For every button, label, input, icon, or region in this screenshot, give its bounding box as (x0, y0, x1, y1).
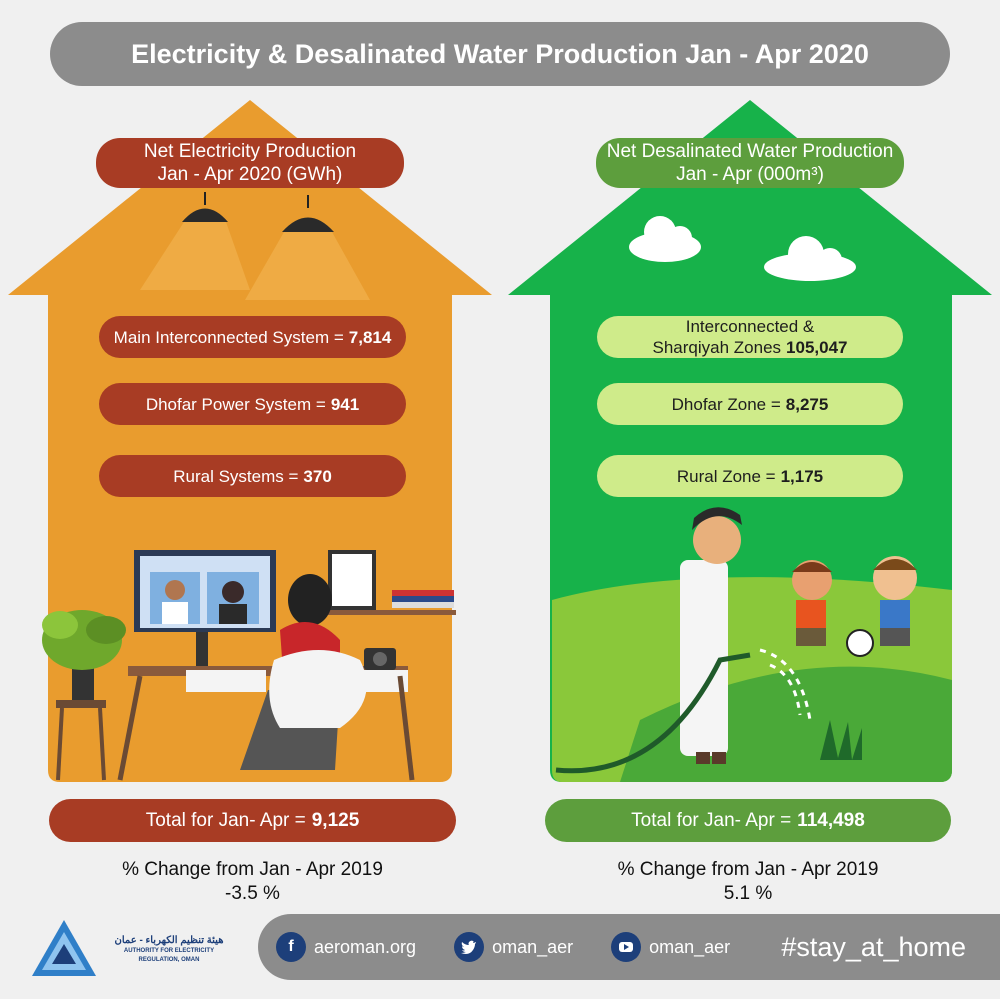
org-english: AUTHORITY FOR ELECTRICITY REGULATION, OM… (123, 948, 215, 963)
rural-zone-stat: Rural Zone = 1,175 (597, 455, 903, 497)
youtube-handle: oman_aer (649, 936, 731, 957)
water-total: Total for Jan- Apr = 114,498 (545, 799, 951, 842)
hashtag: #stay_at_home (781, 931, 966, 962)
interconnected-sharqiyah-stat: Interconnected & Sharqiyah Zones 105,047 (597, 316, 903, 358)
lamp-icon (140, 192, 250, 290)
facebook-icon: f (276, 932, 306, 962)
stat-value: 8,275 (785, 394, 829, 414)
electricity-change: % Change from Jan - Apr 2019 -3.5 % (49, 858, 456, 906)
stat-label-line1: Interconnected & (685, 317, 815, 336)
water-heading-line2: Jan - Apr (000m³) (676, 164, 824, 185)
stat-value: 370 (303, 466, 332, 486)
rural-systems-stat: Rural Systems = 370 (99, 455, 406, 497)
lamp-icon (245, 195, 370, 300)
work-from-home-illustration (42, 550, 456, 781)
youtube-icon (611, 932, 642, 962)
twitter-handle: oman_aer (492, 936, 574, 957)
dhofar-zone-stat: Dhofar Zone = 8,275 (597, 383, 903, 425)
youtube-link[interactable]: oman_aer (611, 932, 730, 962)
org-name: هيئة تنظيم الكهرباء - عمان AUTHORITY FOR… (104, 935, 234, 965)
garden-illustration (552, 507, 952, 782)
electricity-heading: Net Electricity Production Jan - Apr 202… (96, 138, 404, 188)
main-interconnected-stat: Main Interconnected System = 7,814 (99, 316, 406, 358)
twitter-icon (454, 932, 485, 962)
stat-label: Dhofar Power System = (145, 394, 326, 414)
change-label: % Change from Jan - Apr 2019 (617, 859, 879, 880)
stat-value: 105,047 (786, 338, 848, 357)
dhofar-power-stat: Dhofar Power System = 941 (99, 383, 406, 425)
twitter-link[interactable]: oman_aer (454, 932, 573, 962)
change-value: -3.5 % (225, 883, 280, 904)
electricity-heading-line2: Jan - Apr 2020 (GWh) (157, 164, 343, 185)
stat-value: 941 (330, 394, 360, 414)
footer-bar: f aeroman.org oman_aer oman_aer #stay_at… (258, 914, 1000, 980)
total-value: 114,498 (797, 809, 865, 831)
total-value: 9,125 (311, 809, 360, 831)
stat-value: 7,814 (348, 327, 392, 347)
cloud-icon (629, 216, 701, 262)
total-label: Total for Jan- Apr = (145, 809, 306, 831)
change-value: 5.1 % (723, 883, 773, 904)
website-text: aeroman.org (314, 936, 417, 957)
water-change: % Change from Jan - Apr 2019 5.1 % (545, 858, 951, 906)
total-label: Total for Jan- Apr = (631, 809, 792, 831)
org-arabic: هيئة تنظيم الكهرباء - عمان (114, 935, 224, 946)
stat-label: Main Interconnected System = (113, 327, 344, 347)
website-link[interactable]: f aeroman.org (276, 932, 416, 962)
aer-logo-icon (32, 920, 96, 976)
cloud-icon (764, 236, 856, 281)
stat-label: Rural Zone = (676, 466, 776, 486)
stat-label: Sharqiyah Zones (652, 338, 782, 357)
electricity-heading-line1: Net Electricity Production (143, 141, 357, 162)
page-title: Electricity & Desalinated Water Producti… (50, 22, 950, 86)
stat-label: Dhofar Zone = (671, 394, 781, 414)
stat-value: 1,175 (780, 466, 824, 486)
water-heading: Net Desalinated Water Production Jan - A… (596, 138, 904, 188)
change-label: % Change from Jan - Apr 2019 (122, 859, 383, 880)
water-heading-line1: Net Desalinated Water Production (606, 141, 894, 162)
stat-label: Rural Systems = (173, 466, 299, 486)
electricity-total: Total for Jan- Apr = 9,125 (49, 799, 456, 842)
